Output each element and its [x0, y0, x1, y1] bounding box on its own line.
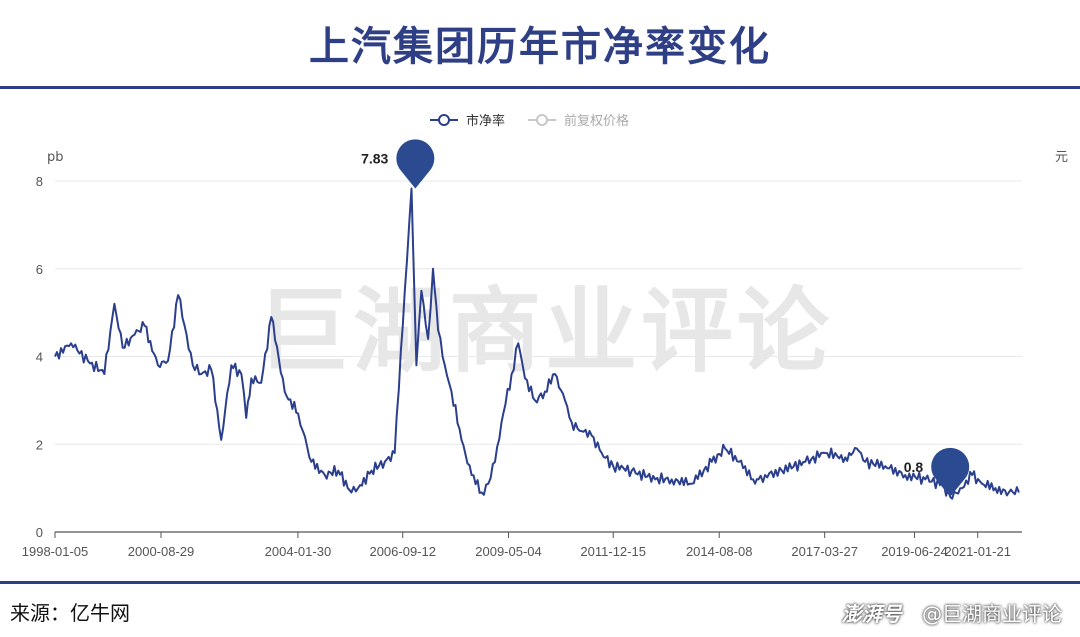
y-tick-label: 2 [36, 437, 43, 452]
legend-marker-icon [438, 114, 450, 126]
legend-marker-icon [536, 114, 548, 126]
legend-label-pb: 市净率 [466, 113, 505, 129]
watermark-text: 巨湖商业评论 [257, 278, 833, 385]
x-tick-label: 2011-12-15 [580, 544, 646, 559]
legend[interactable]: 市净率 前复权价格 [430, 113, 629, 129]
x-tick-label: 1998-01-05 [22, 544, 89, 559]
y-axis-ticks: 0 2 4 6 8 [36, 174, 43, 540]
annotation-pin-0: 7.83 [361, 139, 435, 189]
page-title: 上汽集团历年市净率变化 [309, 24, 771, 70]
x-axis: 1998-01-05 2000-08-29 2004-01-30 2006-09-12… [22, 531, 1022, 559]
x-tick-label: 2017-03-27 [791, 544, 858, 559]
gridlines [55, 180, 1022, 445]
title-divider [0, 86, 1080, 89]
legend-item-pb[interactable]: 市净率 [430, 113, 505, 129]
x-tick-label: 2000-08-29 [128, 544, 195, 559]
legend-item-price[interactable]: 前复权价格 [528, 113, 629, 129]
footer-divider [0, 581, 1080, 584]
pin-value-label: 0.8 [904, 459, 924, 475]
y-tick-label: 8 [36, 174, 43, 189]
annotation-pins: 7.83 0.8 [361, 139, 970, 497]
platform-logo: 澎湃号 [841, 602, 902, 626]
source-note: 来源：亿牛网 [10, 601, 130, 625]
y-tick-label: 6 [36, 262, 43, 277]
x-tick-label: 2014-08-08 [686, 544, 753, 559]
pb-line-chart: 巨湖商业评论 市净率 前复权价格 pb 元 0 2 4 6 8 1998-01-05 20… [22, 113, 1068, 559]
y-tick-label: 0 [36, 525, 43, 540]
annotation-pin-1: 0.8 [904, 447, 970, 497]
account-name: @巨湖商业评论 [922, 602, 1062, 626]
x-tick-label: 2004-01-30 [265, 544, 332, 559]
x-tick-label: 2009-05-04 [475, 544, 542, 559]
x-tick-label: 2006-09-12 [369, 544, 436, 559]
pin-value-label: 7.83 [361, 150, 388, 166]
footer-brand: 澎湃号 @巨湖商业评论 [842, 598, 1062, 627]
x-tick-label: 2021-01-21 [944, 544, 1011, 559]
pin-marker-icon [931, 447, 970, 497]
series-layer [54, 187, 1020, 500]
pin-marker-icon [396, 139, 435, 189]
legend-label-price: 前复权价格 [564, 113, 629, 129]
x-tick-label: 2019-06-24 [881, 544, 948, 559]
y-tick-label: 4 [36, 350, 43, 365]
y-left-unit: pb [47, 150, 64, 165]
series-line-pb [54, 187, 1020, 500]
y-right-unit: 元 [1055, 150, 1068, 165]
